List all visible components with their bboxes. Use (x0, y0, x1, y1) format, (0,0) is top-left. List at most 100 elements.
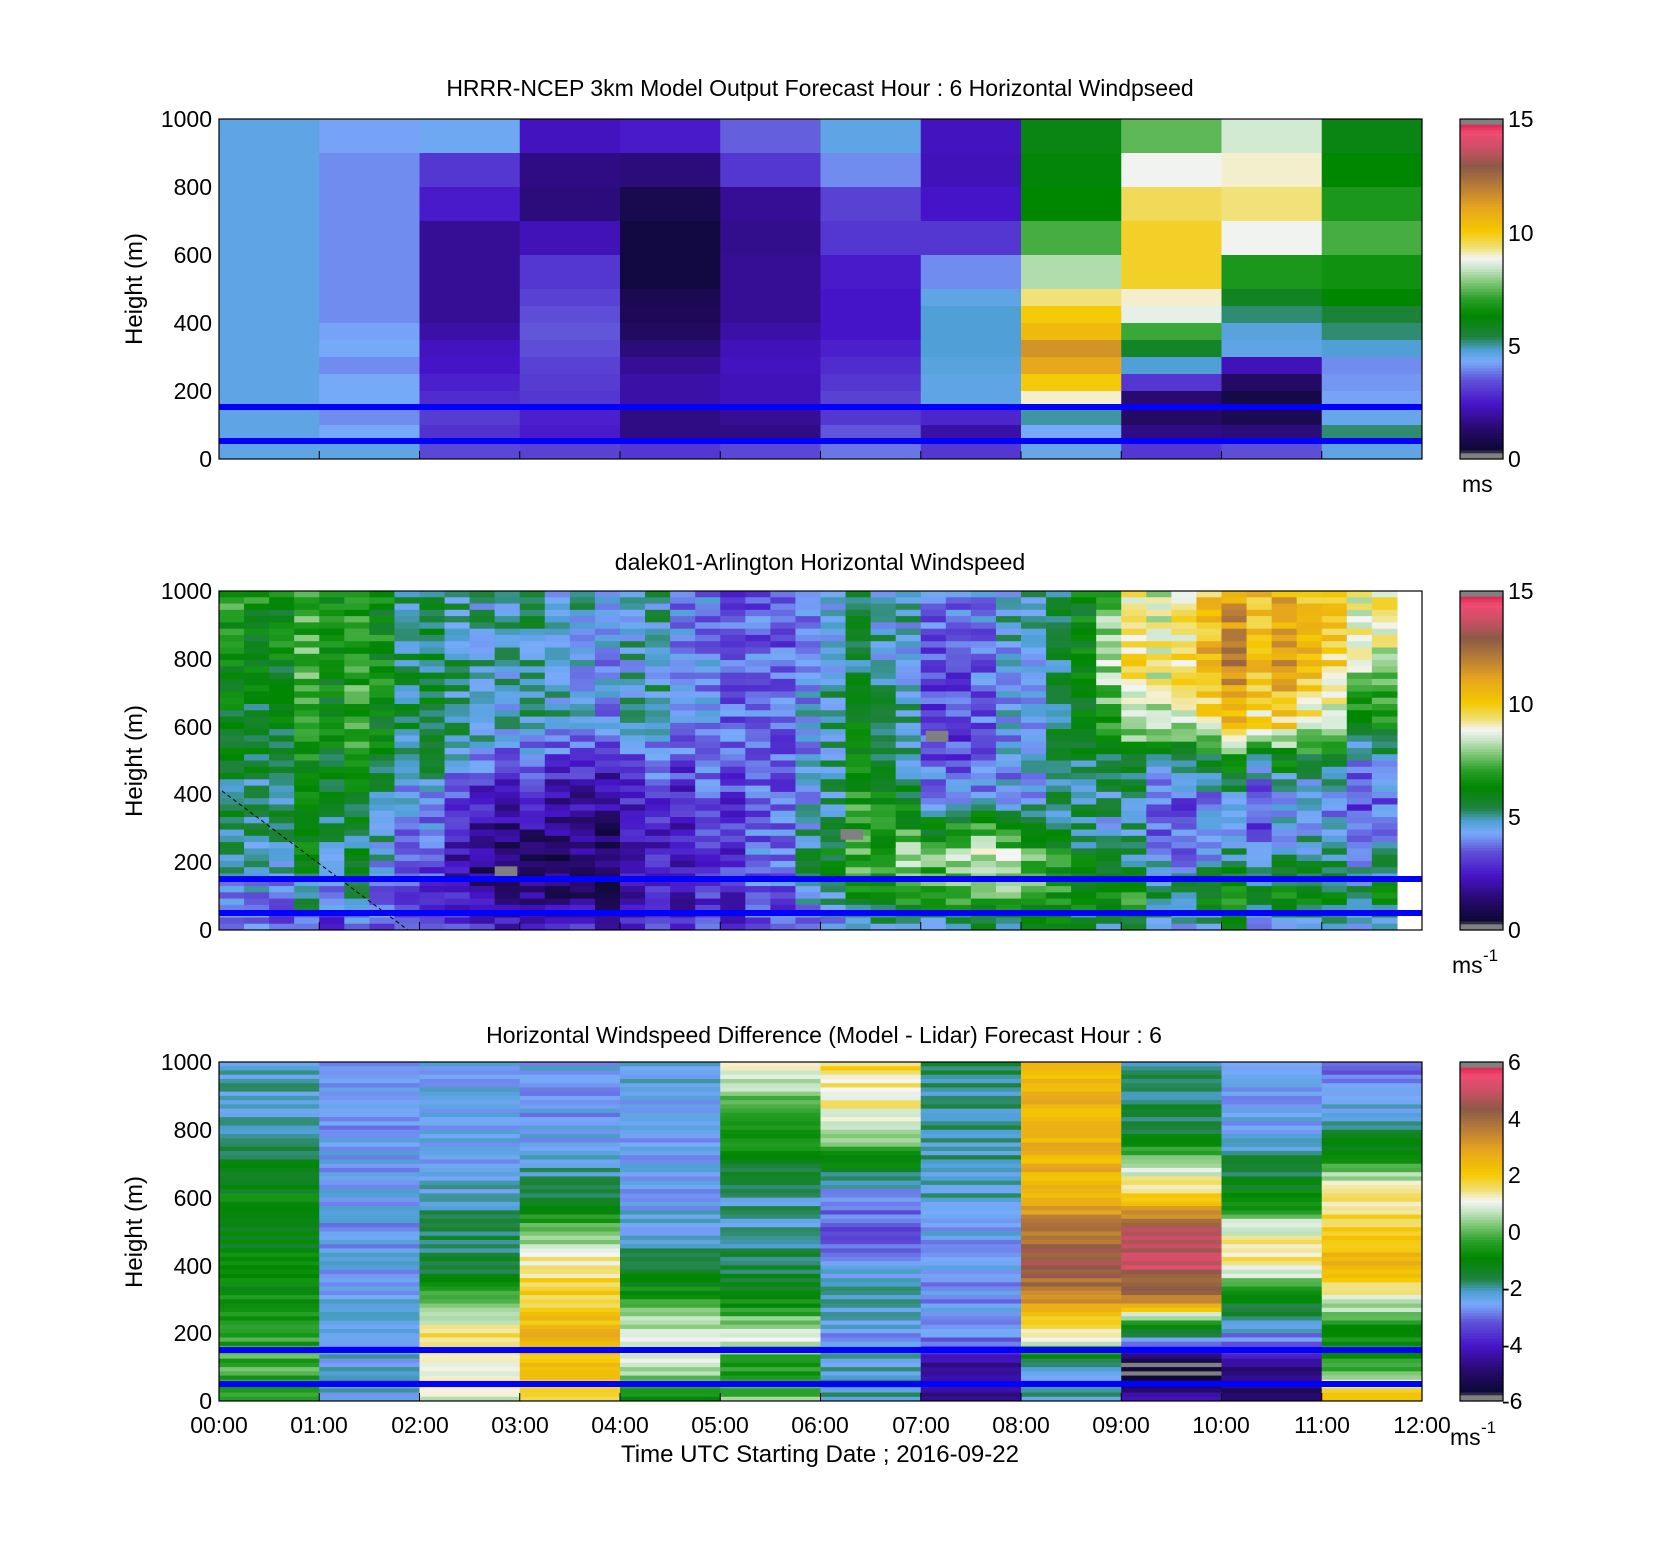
heatmap-cell (920, 1316, 1022, 1322)
heatmap-cell (620, 1244, 721, 1250)
heatmap-cell (1046, 785, 1072, 793)
heatmap-cell (1121, 1078, 1223, 1084)
heatmap-cell (845, 603, 872, 611)
heatmap-cell (920, 917, 947, 925)
heatmap-cell (1121, 804, 1147, 812)
heatmap-cell (469, 798, 496, 806)
heatmap-cell (1121, 1176, 1223, 1182)
heatmap-cell (870, 804, 897, 812)
heatmap-cell (519, 1273, 621, 1279)
heatmap-cell (945, 817, 972, 824)
heatmap-cell (1021, 641, 1047, 649)
heatmap-cell (469, 785, 496, 793)
heatmap-cell (820, 1312, 922, 1317)
heatmap-cell (1021, 823, 1047, 831)
heatmap-cell (845, 660, 872, 667)
heatmap-cell (620, 1320, 721, 1326)
heatmap-cell (1121, 1108, 1223, 1114)
heatmap-cell (319, 766, 345, 774)
heatmap-cell (419, 1193, 521, 1199)
heatmap-cell (219, 119, 320, 154)
heatmap-cell (319, 1358, 421, 1364)
heatmap-cell (1271, 729, 1298, 736)
heatmap-cell (820, 1134, 922, 1139)
heatmap-cell (745, 904, 771, 912)
heatmap-cell (1221, 1083, 1323, 1089)
heatmap-cell (945, 729, 972, 736)
heatmap-cell (920, 1252, 1022, 1258)
heatmap-cell (1021, 1193, 1122, 1199)
heatmap-cell (569, 722, 596, 730)
heatmap-cell (1221, 817, 1248, 824)
heatmap-cell (920, 1328, 1022, 1334)
heatmap-cell (1096, 773, 1122, 780)
heatmap-cell (369, 741, 396, 749)
heatmap-cell (1121, 898, 1147, 906)
colorbar-swatch (1460, 325, 1504, 330)
heatmap-cell (1121, 1299, 1223, 1305)
colorbar-swatch (1460, 593, 1504, 598)
heatmap-cell (469, 735, 496, 743)
heatmap-cell (820, 1184, 922, 1190)
heatmap-cell (620, 1282, 721, 1288)
colorbar-gradient (1460, 591, 1504, 931)
heatmap-cell (920, 741, 947, 749)
colorbar-swatch (1460, 1189, 1504, 1193)
heatmap-cell (945, 835, 972, 843)
heatmap-cell (1346, 591, 1373, 598)
heatmap-cell (720, 848, 746, 856)
heatmap-cell (519, 1299, 621, 1305)
heatmap-cell (1021, 791, 1047, 799)
heatmap-cell (244, 622, 270, 630)
heatmap-cell (1021, 798, 1047, 806)
heatmap-cell (1221, 1066, 1323, 1072)
heatmap-cell (1171, 892, 1198, 900)
heatmap-cell (820, 848, 847, 856)
heatmap-cell (519, 1312, 621, 1317)
heatmap-cell (945, 854, 972, 862)
heatmap-cell (995, 867, 1022, 875)
heatmap-cell (720, 1312, 822, 1317)
colorbar-swatch (1460, 777, 1504, 781)
heatmap-cell (219, 1371, 320, 1377)
heatmap-cell (419, 1328, 521, 1334)
heatmap-cell (620, 1070, 721, 1076)
colorbar-swatch (1460, 212, 1504, 216)
heatmap-cell (945, 892, 972, 900)
heatmap-cell (920, 1290, 1022, 1296)
heatmap-cell (720, 289, 822, 307)
colorbar-swatch (1460, 1347, 1504, 1351)
heatmap-cell (319, 917, 345, 925)
heatmap-cell (1221, 842, 1248, 849)
colorbar-swatch (1460, 232, 1504, 236)
heatmap-cell (1196, 591, 1223, 598)
y-tick-label: 0 (199, 1388, 212, 1414)
heatmap-cell (620, 773, 646, 780)
heatmap-cell (394, 892, 421, 900)
heatmap-cell (494, 666, 521, 674)
heatmap-cell (244, 848, 270, 856)
heatmap-cell (1071, 810, 1097, 818)
heatmap-cell (1196, 653, 1223, 661)
heatmap-cell (244, 735, 270, 743)
heatmap-cell (795, 660, 822, 667)
heatmap-cell (820, 1328, 922, 1334)
heatmap-cell (544, 854, 571, 862)
heatmap-cell (519, 1142, 621, 1148)
heatmap-cell (594, 735, 621, 743)
heatmap-cell (1271, 867, 1298, 875)
heatmap-cell (1171, 898, 1198, 906)
heatmap-cell (1321, 729, 1348, 736)
heatmap-cell (319, 1070, 421, 1076)
heatmap-cell (720, 653, 746, 661)
heatmap-cell (519, 653, 546, 661)
heatmap-cell (720, 1278, 822, 1283)
heatmap-cell (745, 647, 771, 655)
heatmap-cell (620, 779, 646, 787)
heatmap-cell (995, 704, 1022, 711)
heatmap-cell (1021, 1320, 1122, 1326)
heatmap-cell (444, 747, 471, 755)
heatmap-cell (720, 1286, 822, 1292)
heatmap-cell (620, 1396, 721, 1401)
heatmap-cell (1371, 704, 1398, 711)
